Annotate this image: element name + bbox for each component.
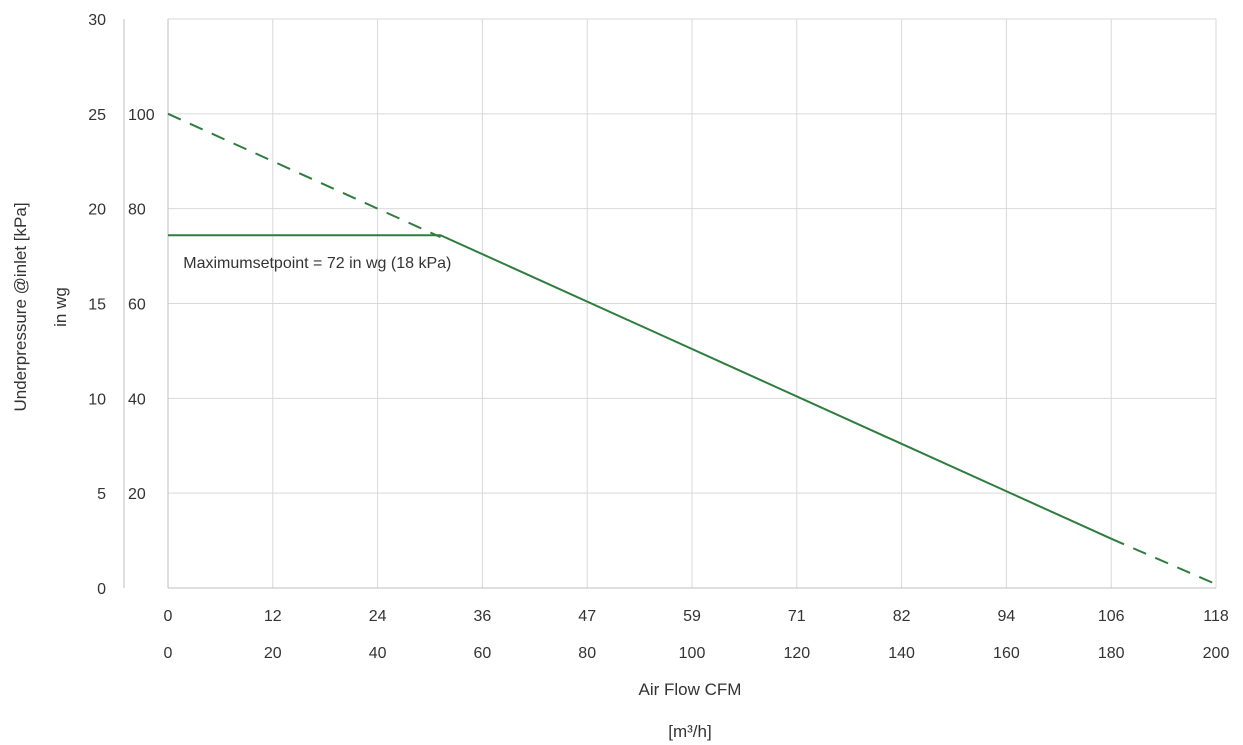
x-secondary-tick-label: 71 xyxy=(788,608,806,625)
x-primary-tick-label: 200 xyxy=(1203,645,1230,662)
x-primary-tick-label: 120 xyxy=(783,645,810,662)
x-secondary-tick-label: 47 xyxy=(578,608,596,625)
x-primary-tick-label: 40 xyxy=(369,645,387,662)
x-primary-tick-label: 20 xyxy=(264,645,282,662)
y-primary-tick-label: 15 xyxy=(88,297,106,314)
series-line-1 xyxy=(167,112,441,239)
y-primary-tick-label: 20 xyxy=(88,202,106,219)
y-primary-tick-label: 25 xyxy=(88,107,106,124)
x-secondary-tick-label: 36 xyxy=(474,608,492,625)
x-secondary-tick-label: 94 xyxy=(998,608,1016,625)
series-layer xyxy=(167,112,1217,586)
y-secondary-tick-label: 60 xyxy=(128,297,146,314)
series-line-2 xyxy=(168,234,1112,540)
y-primary-tick-label: 0 xyxy=(97,581,106,598)
x-secondary-tick-label: 0 xyxy=(164,608,173,625)
series-line-3 xyxy=(1110,537,1217,586)
x-primary-tick-label: 80 xyxy=(578,645,596,662)
y-secondary-tick-label: 40 xyxy=(128,391,146,408)
x-secondary-axis-title: Air Flow CFM xyxy=(639,680,742,699)
annotation-label: Maximumsetpoint = 72 in wg (18 kPa) xyxy=(183,255,451,272)
y-primary-tick-label: 5 xyxy=(97,486,106,503)
y-primary-tick-label: 30 xyxy=(88,12,106,29)
y-secondary-axis-title: in wg xyxy=(51,287,70,327)
x-primary-tick-label: 180 xyxy=(1098,645,1125,662)
x-secondary-tick-label: 24 xyxy=(369,608,387,625)
x-primary-tick-label: 0 xyxy=(164,645,173,662)
label-layer: 0 5 10 15 20 25 30 20 40 60 80 100 0 0 20 12 40 24 60 36 80 4… xyxy=(88,12,1229,662)
x-secondary-tick-label: 82 xyxy=(893,608,911,625)
y-secondary-tick-label: 20 xyxy=(128,486,146,503)
y-secondary-tick-label: 100 xyxy=(128,107,155,124)
y-secondary-tick-label: 80 xyxy=(128,202,146,219)
x-secondary-tick-label: 118 xyxy=(1203,608,1229,625)
x-primary-axis-title: [m³/h] xyxy=(668,722,711,741)
x-primary-tick-label: 160 xyxy=(993,645,1020,662)
x-secondary-tick-label: 59 xyxy=(683,608,701,625)
x-primary-tick-label: 100 xyxy=(679,645,706,662)
x-primary-tick-label: 140 xyxy=(888,645,915,662)
y-primary-tick-label: 10 xyxy=(88,391,106,408)
x-secondary-tick-label: 106 xyxy=(1098,608,1125,625)
x-primary-tick-label: 60 xyxy=(474,645,492,662)
grid-layer xyxy=(168,18,1217,588)
y-primary-axis-title: Underpressure @inlet [kPa] xyxy=(11,202,30,411)
x-secondary-tick-label: 12 xyxy=(264,608,282,625)
